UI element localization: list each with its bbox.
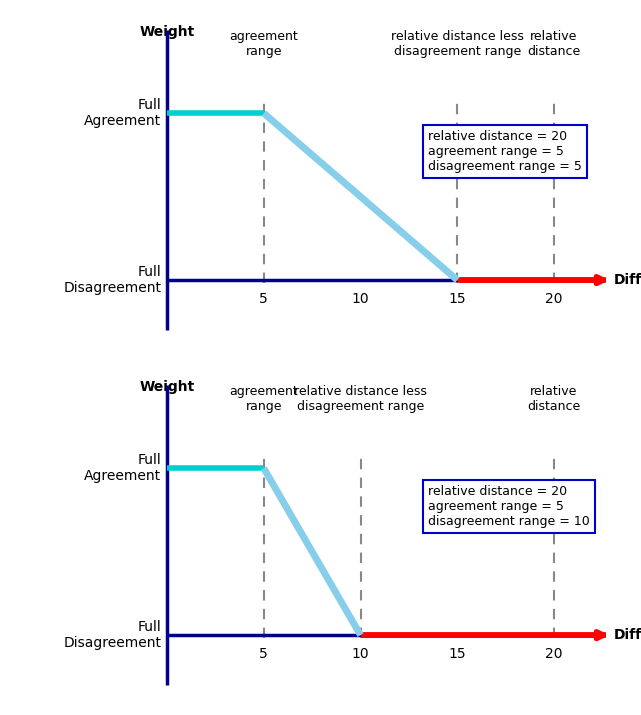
- Text: 5: 5: [260, 647, 268, 661]
- Text: Difference: Difference: [614, 628, 641, 642]
- Text: relative
distance: relative distance: [528, 30, 581, 58]
- Text: Difference: Difference: [614, 273, 641, 287]
- Text: 5: 5: [260, 292, 268, 306]
- Text: Full
Agreement: Full Agreement: [84, 98, 162, 128]
- Text: 10: 10: [352, 647, 369, 661]
- Text: relative distance = 20
agreement range = 5
disagreement range = 5: relative distance = 20 agreement range =…: [428, 130, 582, 173]
- Text: Weight: Weight: [139, 25, 195, 39]
- Text: 20: 20: [545, 647, 563, 661]
- Text: Weight: Weight: [139, 380, 195, 394]
- Text: Full
Disagreement: Full Disagreement: [63, 620, 162, 650]
- Text: relative distance less
disagreement range: relative distance less disagreement rang…: [391, 30, 524, 58]
- Text: relative distance = 20
agreement range = 5
disagreement range = 10: relative distance = 20 agreement range =…: [428, 485, 590, 528]
- Text: agreement
range: agreement range: [229, 30, 298, 58]
- Text: Full
Disagreement: Full Disagreement: [63, 265, 162, 295]
- Text: relative
distance: relative distance: [528, 385, 581, 413]
- Text: 20: 20: [545, 292, 563, 306]
- Text: 15: 15: [449, 647, 466, 661]
- Text: agreement
range: agreement range: [229, 385, 298, 413]
- Text: Full
Agreement: Full Agreement: [84, 453, 162, 483]
- Text: 10: 10: [352, 292, 369, 306]
- Text: 15: 15: [449, 292, 466, 306]
- Text: relative distance less
disagreement range: relative distance less disagreement rang…: [294, 385, 427, 413]
